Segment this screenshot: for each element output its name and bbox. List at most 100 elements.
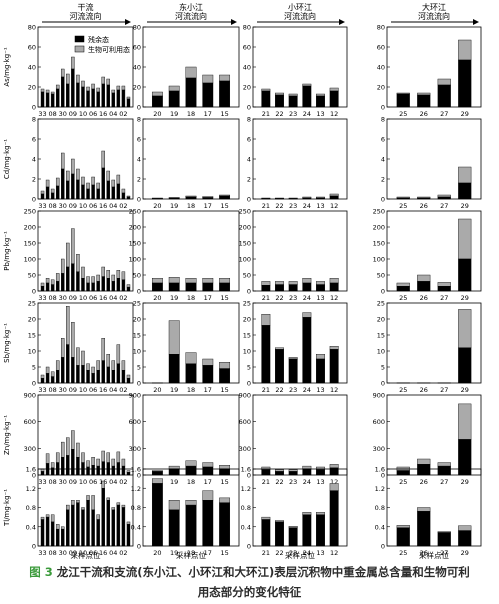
bar-residual-r0-c0-04 [111,92,116,108]
x-tick-label-r3-c1-18: 18 [187,386,195,394]
bar-residual-r4-c2-22 [275,471,284,476]
column-title-0: 干流 [78,2,94,12]
bar-residual-r5-c0-09 [71,504,75,547]
bar-residual-r1-c0-04 [111,186,116,200]
bar-residual-r0-c1-17 [202,82,214,108]
y-tick-label-r4-c0-2: 600 [24,418,36,426]
bar-residual-r2-c2-22 [275,284,284,292]
x-tick-label-r5-c3-29: 29 [461,549,469,557]
y-tick-label-r3-c1-2: 10 [133,348,141,356]
y-tick-label-r3-c0-0: 0 [32,380,36,388]
bar-residual-r0-c2-21 [261,90,271,108]
x-tick-label-r1-c1-17: 17 [204,202,212,210]
x-tick-label-r5-c0-16: 16 [99,549,107,557]
bar-bioavailable-r2-c0-01 [126,284,131,288]
column-subtitle-3: 河流流向 [418,11,450,21]
x-tick-label-r2-c1-18: 18 [187,294,195,302]
y-tick-label-r1-c2-3: 6 [247,136,251,144]
y-tick-label-r3-c2-1: 5 [247,364,251,372]
x-tick-label-r4-c1-18: 18 [187,478,195,486]
panel-frame-r2-c0 [37,210,134,292]
x-tick-label-r2-c0-04: 04 [109,294,117,302]
x-tick-label-r1-c2-24: 24 [303,202,311,210]
bar-bioavailable-r1-c0-31 [55,177,60,187]
bar-residual-r1-c0-13 [106,180,110,200]
x-tick-label-r5-c0-33: 33 [38,549,46,557]
y-tick-label-r4-c3-1: 300 [373,445,385,453]
bar-residual-r0-c1-15 [219,80,231,108]
y-tick-label-r3-c2-4: 20 [243,316,251,324]
bar-bioavailable-r2-c0-11 [76,253,80,272]
bar-bioavailable-r2-c1-19 [168,277,180,284]
bar-residual-r4-c0-08 [50,467,55,476]
bar-residual-r2-c0-06 [91,282,95,292]
bar-bioavailable-r2-c1-15 [219,278,231,284]
figure-number: 图 3 [29,565,53,579]
bar-bioavailable-r5-c0-14 [96,514,100,520]
bar-bioavailable-r0-c3-26 [417,92,431,96]
bar-residual-r2-c1-18 [185,282,197,292]
bar-bioavailable-r5-c0-10 [81,507,85,511]
x-tick-label-r3-c2-23: 23 [289,386,297,394]
bar-residual-r1-c0-16 [101,167,105,200]
x-tick-label-r2-c1-15: 15 [220,294,228,302]
y-tick-label-r5-c3-1: 0.4 [375,523,385,531]
bar-residual-r5-c1-15 [219,502,231,547]
bar-residual-r4-c2-13 [316,469,325,476]
x-axis-label-1: 采样点位 [176,550,206,560]
bar-residual-r1-c1-15 [219,195,231,200]
bar-residual-r3-c2-21 [261,325,271,384]
bar-bioavailable-r3-c0-29 [66,306,70,345]
bar-residual-r3-c0-10 [81,365,85,384]
y-tick-label-r2-c3-2: 100 [373,256,385,264]
y-tick-label-r4-c2-1: 300 [239,445,251,453]
bar-residual-r5-c1-19 [168,509,180,547]
bar-residual-r5-c0-11 [76,502,80,547]
column-subtitle-2: 河流流向 [284,11,316,21]
bar-bioavailable-r4-c0-10 [81,452,85,463]
bar-residual-r2-c1-19 [168,282,180,292]
bar-residual-r3-c0-08 [50,376,55,384]
x-tick-label-r1-c0-30: 30 [59,202,67,210]
bar-bioavailable-r0-c1-18 [185,66,197,79]
bar-bioavailable-r2-c0-02 [121,271,126,280]
bar-bioavailable-r5-c0-09 [71,500,75,506]
y-tick-label-r0-c1-3: 60 [133,44,141,52]
figure-caption: 图 3 龙江干流和支流(东小江、小环江和大环江)表层沉积物中重金属总含量和生物可… [0,562,499,602]
y-tick-label-r4-c2-2: 600 [239,418,251,426]
bar-residual-r0-c3-25 [396,93,410,108]
x-tick-label-r2-c1-17: 17 [204,294,212,302]
bar-residual-r1-c1-20 [151,198,163,200]
x-tick-label-r4-c1-17: 17 [204,478,212,486]
bar-bioavailable-r3-c0-09 [71,322,75,358]
bar-residual-r0-c0-02 [121,89,126,108]
y-tick-label-r2-c1-5: 250 [129,208,141,216]
x-tick-label-r1-c3-29: 29 [461,202,469,210]
bar-bioavailable-r2-c2-13 [316,281,325,285]
x-tick-label-r5-c3-26: 26 [420,549,428,557]
bar-residual-r4-c0-09 [71,449,75,476]
bar-bioavailable-r0-c0-29 [66,73,70,85]
x-tick-label-r0-c2-22: 22 [275,110,283,118]
x-tick-label-r2-c0-02: 02 [119,294,127,302]
bar-bioavailable-r4-c0-09 [71,430,75,450]
bar-bioavailable-r1-c0-08 [50,188,55,194]
bar-residual-r5-c1-18 [185,504,197,547]
y-tick-label-r3-c2-3: 15 [243,332,251,340]
y-tick-label-r2-c0-4: 200 [24,224,36,232]
bar-residual-r5-c0-16 [101,488,105,547]
bar-residual-r1-c3-25 [396,197,410,200]
x-tick-label-r4-c0-33: 33 [38,478,46,486]
y-tick-label-r3-c3-1: 5 [381,364,385,372]
bar-residual-r5-c0-08 [50,521,55,547]
bar-bioavailable-r2-c0-10 [81,266,85,279]
bar-residual-r4-c0-29 [66,455,70,476]
y-tick-label-r2-c0-3: 150 [24,240,36,248]
x-tick-label-r2-c0-16: 16 [99,294,107,302]
y-tick-label-r4-c1-3: 900 [129,392,141,400]
y-axis-label-5: Tl/mg·kg⁻¹ [3,489,11,527]
bar-residual-r2-c0-33 [40,286,45,292]
x-tick-label-r2-c2-22: 22 [275,294,283,302]
x-tick-label-r5-c1-17: 17 [204,549,212,557]
y-tick-label-r0-c3-3: 60 [377,44,385,52]
